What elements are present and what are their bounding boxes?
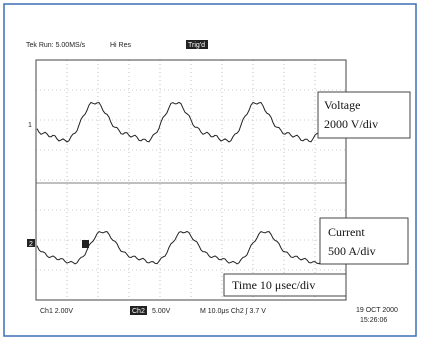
clock: 15:26:06 bbox=[360, 317, 387, 324]
screenshot: Tek Run: 5.00MS/s Hi Res Trig'd 1 2 Volt… bbox=[0, 0, 421, 341]
trigger-marker bbox=[82, 240, 89, 248]
timebase: M 10.0μs Ch2 ∫ 3.7 V bbox=[200, 308, 266, 315]
current-scale: 500 A/div bbox=[328, 244, 376, 258]
current-label: Current bbox=[328, 225, 365, 239]
time-label: Time 10 μsec/div bbox=[232, 278, 315, 292]
status: Tek Run: 5.00MS/s bbox=[26, 42, 86, 49]
voltage-scale: 2000 V/div bbox=[324, 117, 378, 131]
trigger: Trig'd bbox=[188, 42, 205, 49]
ch1-marker: 1 bbox=[28, 122, 32, 129]
voltage-label: Voltage bbox=[324, 98, 360, 112]
ch2-scale: 5.00V bbox=[152, 308, 171, 315]
ch1-setting: Ch1 2.00V bbox=[40, 308, 73, 315]
mode: Hi Res bbox=[110, 42, 132, 49]
frame bbox=[4, 4, 416, 336]
ch2-marker: 2 bbox=[29, 241, 33, 248]
date: 19 OCT 2000 bbox=[356, 307, 398, 314]
ch2-setting: Ch2 bbox=[132, 308, 145, 315]
